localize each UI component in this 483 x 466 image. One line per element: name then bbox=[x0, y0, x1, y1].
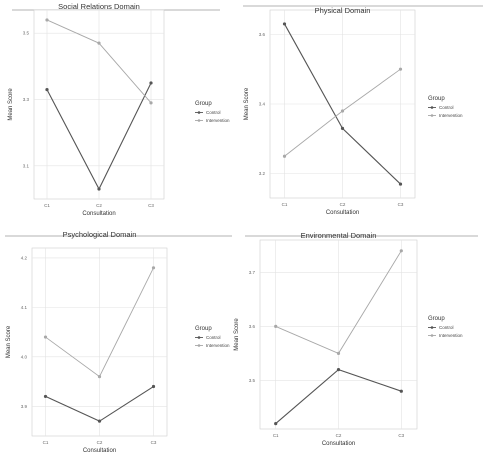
x-axis-title: Consultation bbox=[82, 211, 115, 217]
chart-panel-3: Psychological Domain 3.9 4.0 4.1 4.2 C1 C2 C3 Co… bbox=[5, 230, 232, 454]
y-axis-title: Mean Score bbox=[8, 88, 14, 121]
x-tick-label: C1 bbox=[273, 433, 279, 438]
x-tick-label: C1 bbox=[282, 202, 288, 207]
data-point-control bbox=[97, 419, 102, 423]
legend-key-point bbox=[197, 344, 201, 347]
chart-panel-1: Social Relations Domain 3.1 3.3 3.5 C1 C2 C3 Co… bbox=[8, 2, 230, 217]
y-tick-label: 3.6 bbox=[249, 324, 256, 329]
legend-label-control: Control bbox=[206, 335, 221, 340]
data-point-intervention bbox=[336, 351, 341, 355]
legend-key-point bbox=[430, 106, 434, 109]
data-point-control bbox=[151, 384, 156, 389]
x-axis-title: Consultation bbox=[83, 448, 116, 454]
data-point-intervention bbox=[97, 375, 102, 379]
legend-title: Group bbox=[428, 316, 445, 322]
x-tick-label: C3 bbox=[151, 440, 157, 445]
x-tick-label: C1 bbox=[43, 440, 49, 445]
legend-label-control: Control bbox=[439, 105, 454, 110]
chart-panel-4: Environmental Domain 3.5 3.6 3.7 C1 C2 C3 Consu… bbox=[234, 231, 478, 447]
legend-key-point bbox=[197, 111, 201, 114]
chart-title: Social Relations Domain bbox=[58, 2, 140, 11]
data-point-intervention bbox=[274, 324, 278, 328]
legend-label-intervention: Intervention bbox=[439, 333, 463, 338]
x-tick-label: C2 bbox=[340, 202, 346, 207]
data-point-intervention bbox=[399, 249, 403, 253]
data-point-intervention bbox=[151, 266, 156, 270]
data-point-intervention bbox=[149, 101, 153, 105]
y-tick-label: 4.2 bbox=[21, 255, 28, 260]
x-tick-label: C2 bbox=[96, 203, 102, 208]
chart-title: Physical Domain bbox=[315, 6, 371, 15]
y-tick-label: 3.6 bbox=[259, 32, 266, 37]
legend-label-control: Control bbox=[439, 325, 454, 330]
data-point-intervention bbox=[43, 335, 48, 339]
y-tick-label: 4.1 bbox=[21, 305, 28, 310]
y-tick-label: 3.3 bbox=[23, 97, 30, 102]
data-point-intervention bbox=[398, 67, 403, 71]
legend-title: Group bbox=[195, 101, 212, 107]
legend-label-intervention: Intervention bbox=[439, 113, 463, 118]
legend-label-intervention: Intervention bbox=[206, 118, 230, 123]
legend-title: Group bbox=[428, 96, 445, 102]
chart-title: Environmental Domain bbox=[301, 231, 377, 240]
y-tick-label: 3.4 bbox=[259, 102, 266, 107]
x-tick-label: C3 bbox=[398, 202, 404, 207]
y-tick-label: 3.1 bbox=[23, 163, 30, 168]
y-tick-label: 3.5 bbox=[23, 31, 30, 36]
legend-label-control: Control bbox=[206, 110, 221, 115]
data-point-control bbox=[43, 394, 48, 399]
data-point-control bbox=[149, 81, 153, 85]
chart-panel-2: Physical Domain 3.2 3.4 3.6 C1 C2 C3 Consultati… bbox=[243, 5, 483, 216]
x-tick-label: C2 bbox=[336, 433, 342, 438]
legend-key-point bbox=[197, 119, 201, 122]
y-tick-label: 3.5 bbox=[249, 378, 256, 383]
data-point-control bbox=[398, 182, 403, 186]
data-point-control bbox=[97, 187, 101, 191]
legend-title: Group bbox=[195, 326, 212, 332]
x-tick-label: C2 bbox=[97, 440, 103, 445]
legend-label-intervention: Intervention bbox=[206, 343, 230, 348]
y-tick-label: 3.2 bbox=[259, 171, 266, 176]
x-tick-label: C3 bbox=[148, 203, 154, 208]
data-point-intervention bbox=[45, 18, 49, 22]
x-axis-title: Consultation bbox=[326, 210, 359, 216]
x-axis-title: Consultation bbox=[322, 441, 355, 447]
chart-title: Psychological Domain bbox=[63, 230, 137, 239]
y-axis-title: Mean Score bbox=[6, 325, 12, 358]
y-axis-title: Mean Score bbox=[244, 87, 250, 120]
y-tick-label: 3.9 bbox=[21, 404, 28, 409]
x-tick-label: C3 bbox=[398, 433, 404, 438]
x-tick-label: C1 bbox=[44, 203, 50, 208]
data-point-intervention bbox=[97, 41, 101, 45]
y-axis-title: Mean Score bbox=[234, 318, 240, 351]
data-point-intervention bbox=[282, 154, 287, 158]
data-point-control bbox=[336, 368, 341, 372]
legend-key-point bbox=[430, 114, 434, 117]
legend-key-point bbox=[430, 326, 434, 329]
data-point-control bbox=[340, 126, 345, 130]
y-tick-label: 3.7 bbox=[249, 270, 256, 275]
data-point-intervention bbox=[340, 109, 345, 113]
data-point-control bbox=[282, 22, 287, 26]
legend-key-point bbox=[197, 336, 201, 339]
data-point-control bbox=[399, 389, 403, 393]
data-point-control bbox=[274, 422, 278, 426]
data-point-control bbox=[45, 87, 49, 92]
legend-key-point bbox=[430, 334, 434, 337]
y-tick-label: 4.0 bbox=[21, 354, 28, 359]
